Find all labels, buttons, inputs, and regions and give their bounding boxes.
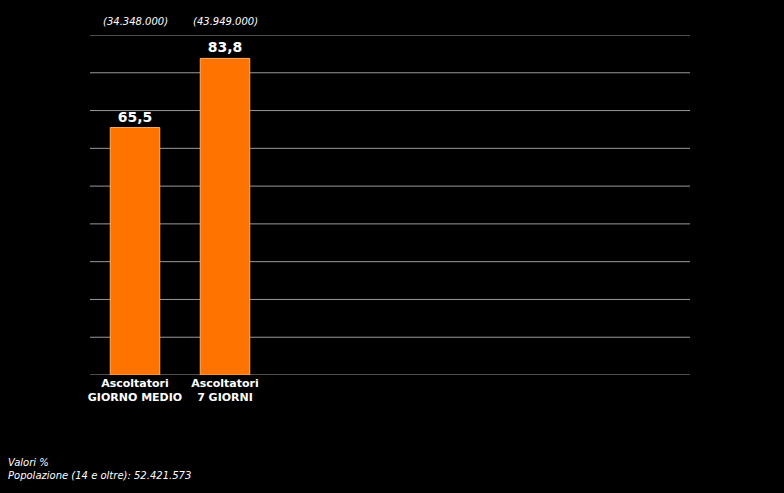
svg-text:65,5: 65,5	[118, 109, 153, 125]
svg-text:83,8: 83,8	[208, 39, 243, 55]
svg-text:Popolazione (14 e oltre): 52.4: Popolazione (14 e oltre): 52.421.573	[8, 470, 191, 481]
svg-text:(43.949.000): (43.949.000)	[193, 16, 258, 27]
svg-text:AscoltatoriGIORNO MEDIO: AscoltatoriGIORNO MEDIO	[88, 377, 182, 404]
svg-text:Ascoltatori7 GIORNI: Ascoltatori7 GIORNI	[191, 377, 259, 404]
svg-text:Valori %: Valori %	[8, 457, 49, 468]
svg-text:(34.348.000): (34.348.000)	[103, 16, 168, 27]
